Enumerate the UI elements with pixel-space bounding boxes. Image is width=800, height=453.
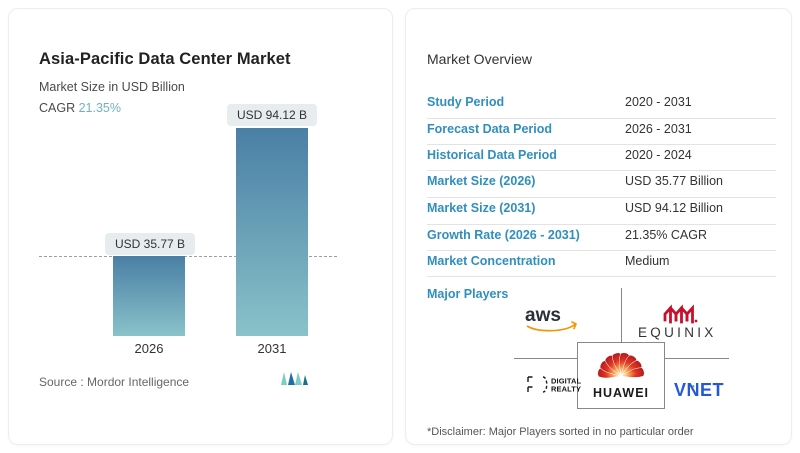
svg-text:HUAWEI: HUAWEI — [593, 386, 649, 400]
svg-text:EQUINIX: EQUINIX — [638, 325, 717, 340]
svg-text:VNET: VNET — [674, 380, 724, 400]
svg-text:aws: aws — [525, 305, 561, 326]
